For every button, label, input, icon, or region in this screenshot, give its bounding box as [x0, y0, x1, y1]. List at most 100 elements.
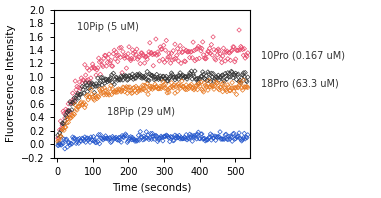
Point — [72, 137, 78, 141]
Point — [117, 78, 123, 81]
Point — [160, 58, 166, 61]
Point — [231, 73, 237, 76]
Point — [238, 82, 244, 86]
Point — [85, 139, 91, 142]
Point — [70, 97, 77, 100]
Point — [170, 76, 176, 79]
Point — [66, 113, 72, 116]
Point — [104, 61, 110, 64]
Point — [141, 135, 147, 138]
Point — [166, 77, 172, 81]
Point — [98, 92, 104, 95]
Point — [98, 89, 104, 93]
Point — [211, 48, 217, 51]
Point — [167, 140, 173, 143]
Point — [76, 96, 82, 100]
Point — [109, 135, 115, 138]
Point — [114, 54, 120, 57]
Point — [240, 73, 246, 77]
Point — [215, 136, 221, 139]
Point — [199, 47, 205, 50]
Point — [75, 105, 81, 108]
Point — [103, 64, 109, 68]
Point — [91, 99, 98, 102]
Point — [144, 70, 150, 73]
Point — [93, 82, 99, 85]
Point — [164, 91, 170, 94]
Point — [96, 133, 102, 136]
Point — [245, 51, 251, 54]
Point — [62, 138, 69, 141]
Point — [84, 67, 90, 70]
Point — [228, 86, 234, 89]
Point — [127, 136, 133, 139]
Point — [239, 86, 245, 89]
Point — [179, 137, 185, 140]
Point — [213, 75, 219, 78]
Point — [70, 101, 76, 104]
Point — [185, 137, 191, 140]
Point — [241, 85, 247, 89]
Point — [228, 136, 234, 139]
Point — [239, 46, 245, 49]
Point — [119, 71, 125, 74]
Point — [128, 92, 134, 95]
Point — [165, 89, 171, 92]
Point — [83, 141, 89, 144]
Point — [242, 137, 248, 140]
Point — [223, 133, 229, 136]
Point — [160, 139, 166, 142]
Point — [103, 78, 109, 81]
Point — [108, 84, 114, 87]
Point — [79, 81, 85, 84]
Point — [173, 75, 179, 79]
Point — [177, 44, 183, 47]
Point — [240, 54, 247, 57]
Point — [189, 56, 195, 59]
Point — [77, 87, 83, 90]
Point — [189, 140, 195, 143]
Point — [67, 100, 73, 103]
Point — [81, 139, 87, 142]
Point — [208, 43, 215, 46]
Point — [200, 40, 206, 44]
Point — [96, 142, 102, 145]
Point — [223, 51, 229, 54]
Point — [101, 79, 107, 82]
Point — [237, 136, 243, 140]
Point — [244, 85, 250, 88]
Point — [128, 138, 134, 141]
Point — [62, 119, 68, 123]
Point — [59, 122, 65, 125]
Point — [168, 62, 174, 65]
Point — [206, 72, 212, 75]
Point — [68, 103, 74, 106]
Point — [140, 53, 146, 56]
Point — [142, 74, 149, 77]
Point — [169, 85, 175, 88]
Point — [81, 92, 87, 95]
Point — [245, 133, 251, 136]
Point — [140, 75, 146, 78]
Point — [132, 50, 138, 54]
Point — [151, 86, 157, 89]
Point — [164, 79, 170, 83]
Point — [202, 82, 208, 85]
Point — [112, 78, 118, 81]
Point — [143, 130, 149, 133]
Point — [213, 75, 219, 79]
Point — [141, 54, 147, 58]
Point — [62, 116, 68, 120]
Point — [62, 108, 69, 111]
Point — [152, 75, 158, 79]
Point — [147, 85, 153, 88]
Point — [204, 79, 210, 82]
Point — [165, 135, 171, 138]
Point — [206, 79, 212, 82]
Point — [199, 132, 205, 135]
Point — [70, 112, 77, 115]
Point — [238, 81, 244, 84]
Point — [179, 51, 185, 54]
Point — [104, 136, 110, 140]
Point — [243, 79, 249, 82]
